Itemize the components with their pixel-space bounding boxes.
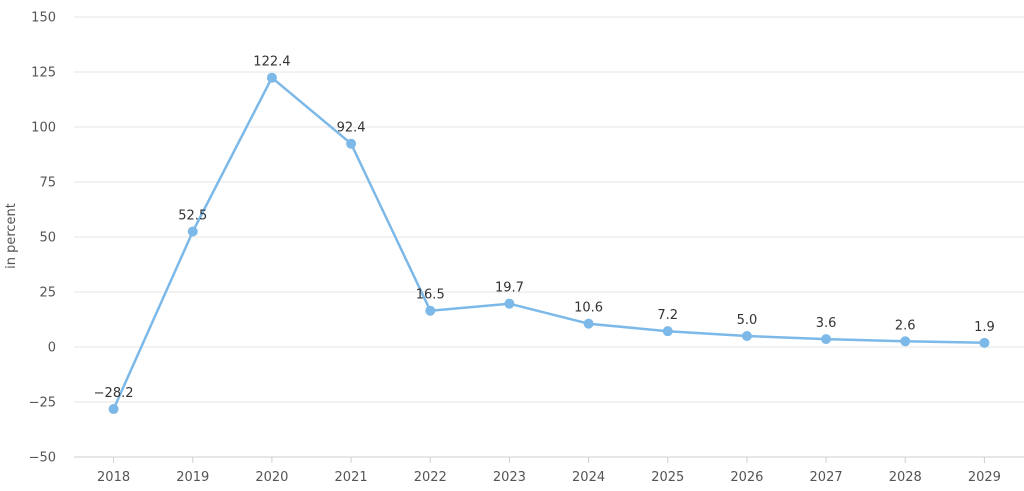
data-label-2029: 1.9: [974, 320, 995, 335]
x-tick-label: 2018: [97, 470, 130, 485]
data-label-2021: 92.4: [337, 121, 366, 136]
x-tick-label: 2024: [572, 470, 605, 485]
y-tick-label: 75: [39, 176, 56, 191]
x-tick-label: 2027: [810, 470, 843, 485]
data-point-2022[interactable]: [425, 305, 436, 316]
x-tick-label: 2028: [889, 470, 922, 485]
data-point-2021[interactable]: [346, 138, 357, 149]
x-tick-label: 2026: [730, 470, 763, 485]
data-label-2023: 19.7: [495, 281, 524, 296]
y-tick-label: −25: [29, 396, 56, 411]
data-point-2020[interactable]: [266, 72, 277, 83]
x-tick-label: 2022: [414, 470, 447, 485]
data-point-2024[interactable]: [583, 318, 594, 329]
x-tick-label: 2023: [493, 470, 526, 485]
x-tick-label: 2020: [255, 470, 288, 485]
data-label-2024: 10.6: [574, 301, 603, 316]
x-axis: 2018 2019 2020 2021 2022 2023 2024 2025 2026 2027…: [97, 457, 1001, 485]
data-label-2020: 122.4: [253, 55, 290, 70]
y-tick-label: −50: [29, 451, 56, 466]
data-label-2026: 5.0: [737, 313, 758, 328]
series-line: [112, 76, 986, 411]
data-label-2025: 7.2: [657, 308, 678, 323]
y-axis: −50 −25 0 25 50 75 100 125 150: [29, 11, 56, 466]
y-tick-label: 150: [31, 11, 56, 26]
data-point-2027[interactable]: [821, 334, 832, 345]
data-label-2022: 16.5: [416, 288, 445, 303]
y-tick-label: 25: [39, 286, 56, 301]
y-tick-label: 0: [48, 341, 56, 356]
x-tick-label: 2025: [651, 470, 684, 485]
y-tick-label: 125: [31, 66, 56, 81]
data-point-2023[interactable]: [504, 298, 515, 309]
y-tick-label: 50: [39, 231, 56, 246]
data-label-2028: 2.6: [895, 318, 916, 333]
data-point-2025[interactable]: [662, 326, 673, 337]
data-label-2019: 52.5: [178, 209, 207, 224]
x-tick-label: 2019: [176, 470, 209, 485]
y-axis-title: in percent: [4, 203, 19, 269]
data-point-2019[interactable]: [187, 226, 198, 237]
series-layer: [108, 72, 990, 415]
grid-layer: [74, 16, 1024, 458]
data-label-2018: −28.2: [94, 386, 134, 401]
data-point-2028[interactable]: [900, 336, 911, 347]
x-tick-label: 2021: [335, 470, 368, 485]
y-tick-label: 100: [31, 121, 56, 136]
data-label-2027: 3.6: [816, 316, 837, 331]
x-tick-label: 2029: [968, 470, 1001, 485]
data-point-2029[interactable]: [979, 337, 990, 348]
data-point-2026[interactable]: [741, 331, 752, 341]
data-point-2018[interactable]: [108, 404, 119, 415]
data-labels: −28.2 52.5 122.4 92.4 16.5 19.7 10.6 7.2 5.0 3.6 2…: [94, 55, 995, 401]
